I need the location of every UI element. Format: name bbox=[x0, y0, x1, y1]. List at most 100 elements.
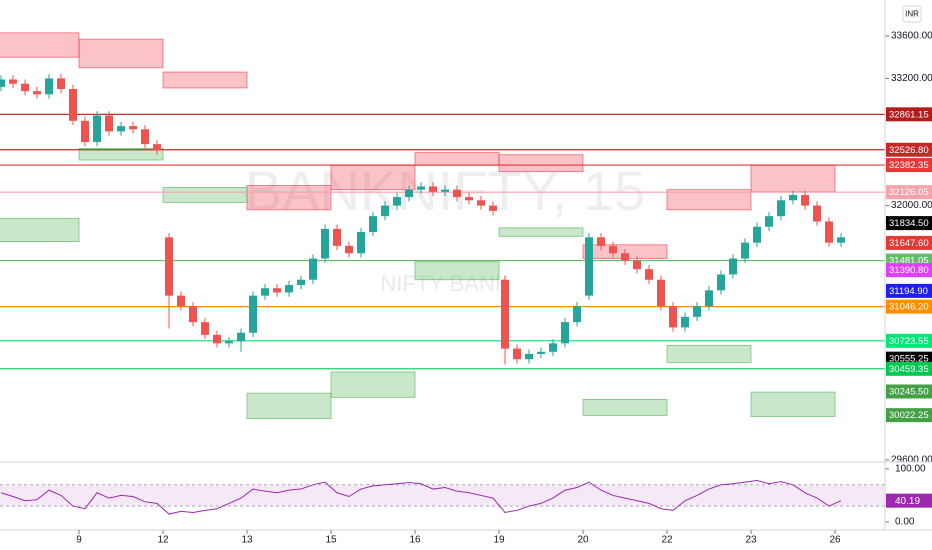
watermark-subtitle: NIFTY BANK bbox=[380, 271, 510, 296]
zone bbox=[666, 189, 752, 211]
rsi-tag bbox=[886, 493, 932, 508]
zone bbox=[582, 399, 668, 416]
candle-body bbox=[105, 115, 113, 132]
level-tag bbox=[886, 158, 932, 173]
x-tick-label: 22 bbox=[661, 535, 673, 546]
candle-body bbox=[81, 120, 89, 142]
candle-body bbox=[525, 353, 533, 360]
level-label: 30723.55 bbox=[889, 336, 929, 347]
candle-body bbox=[405, 189, 413, 198]
level-tag bbox=[886, 408, 932, 423]
level-tag bbox=[886, 216, 932, 231]
candle-body bbox=[729, 258, 737, 275]
level-label: 30555.25 bbox=[889, 354, 929, 365]
level-label: 30022.25 bbox=[889, 410, 929, 421]
currency-box[interactable] bbox=[902, 5, 922, 23]
level-tag bbox=[886, 185, 932, 200]
candle-body bbox=[765, 216, 773, 227]
candle-body bbox=[165, 237, 173, 296]
candle-body bbox=[717, 274, 725, 291]
x-tick-label: 16 bbox=[409, 535, 421, 546]
candle-body bbox=[645, 269, 653, 280]
candle-body bbox=[153, 144, 161, 151]
candle-body bbox=[621, 253, 629, 261]
level-tag bbox=[886, 361, 932, 376]
rsi-band bbox=[0, 484, 885, 507]
candle-body bbox=[837, 237, 845, 243]
candle-body bbox=[225, 341, 233, 344]
candle-body bbox=[9, 79, 17, 84]
level-tag bbox=[886, 333, 932, 348]
y-tick-label: 32000.00 bbox=[891, 200, 932, 211]
level-label: 32126.05 bbox=[889, 187, 929, 198]
zone bbox=[498, 154, 584, 173]
zone bbox=[414, 261, 500, 281]
candle-body bbox=[21, 83, 29, 92]
candle-body bbox=[789, 194, 797, 201]
candle-body bbox=[393, 197, 401, 206]
zone bbox=[246, 185, 332, 211]
candle-body bbox=[777, 200, 785, 217]
candle-body bbox=[201, 322, 209, 335]
zone bbox=[162, 71, 248, 89]
candle-body bbox=[357, 232, 365, 254]
candle-body bbox=[609, 245, 617, 254]
zone bbox=[414, 152, 500, 166]
x-tick-label: 23 bbox=[745, 535, 757, 546]
candle-body bbox=[537, 351, 545, 354]
x-tick-label: 19 bbox=[493, 535, 505, 546]
candle-body bbox=[369, 216, 377, 233]
candle-body bbox=[381, 205, 389, 217]
rsi-line bbox=[0, 480, 842, 515]
zone bbox=[330, 164, 416, 191]
zone bbox=[78, 38, 164, 69]
y-tick-label: 33200.00 bbox=[891, 73, 932, 84]
candle-body bbox=[297, 279, 305, 286]
level-tag bbox=[886, 142, 932, 157]
candle-body bbox=[573, 306, 581, 323]
candle-body bbox=[321, 228, 329, 259]
candle-body bbox=[705, 290, 713, 307]
level-label: 30245.50 bbox=[889, 386, 929, 397]
candle-body bbox=[453, 189, 461, 198]
candle-body bbox=[285, 285, 293, 293]
candle-body bbox=[633, 260, 641, 270]
candle-body bbox=[345, 245, 353, 254]
level-tag bbox=[886, 107, 932, 122]
candle-body bbox=[261, 288, 269, 296]
candle-body bbox=[549, 343, 557, 352]
price-pane bbox=[0, 32, 885, 419]
rsi-current-label: 40.19 bbox=[895, 496, 920, 507]
candle-body bbox=[417, 186, 425, 190]
candle-body bbox=[669, 306, 677, 328]
level-label: 31647.60 bbox=[889, 238, 929, 249]
zone bbox=[750, 164, 836, 193]
candle-body bbox=[585, 237, 593, 296]
zone bbox=[162, 187, 248, 203]
x-tick-label: 13 bbox=[241, 535, 253, 546]
candle-body bbox=[141, 129, 149, 145]
level-tag bbox=[886, 384, 932, 399]
candle-body bbox=[213, 334, 221, 344]
zone bbox=[498, 227, 584, 237]
level-tag bbox=[886, 263, 932, 278]
level-tag bbox=[886, 283, 932, 298]
zone bbox=[78, 147, 164, 161]
candle-body bbox=[513, 348, 521, 360]
candle-body bbox=[0, 79, 5, 87]
level-label: 31046.20 bbox=[889, 302, 929, 313]
level-label: 31834.50 bbox=[889, 218, 929, 229]
candle-body bbox=[477, 200, 485, 206]
candle-body bbox=[93, 115, 101, 142]
candle-body bbox=[801, 194, 809, 206]
candle-body bbox=[309, 258, 317, 280]
candle-body bbox=[741, 242, 749, 259]
candle-body bbox=[825, 221, 833, 243]
candle-body bbox=[501, 279, 509, 349]
x-tick-label: 12 bbox=[157, 535, 169, 546]
candle-body bbox=[189, 306, 197, 323]
candle-body bbox=[657, 279, 665, 307]
x-tick-label: 26 bbox=[829, 535, 841, 546]
